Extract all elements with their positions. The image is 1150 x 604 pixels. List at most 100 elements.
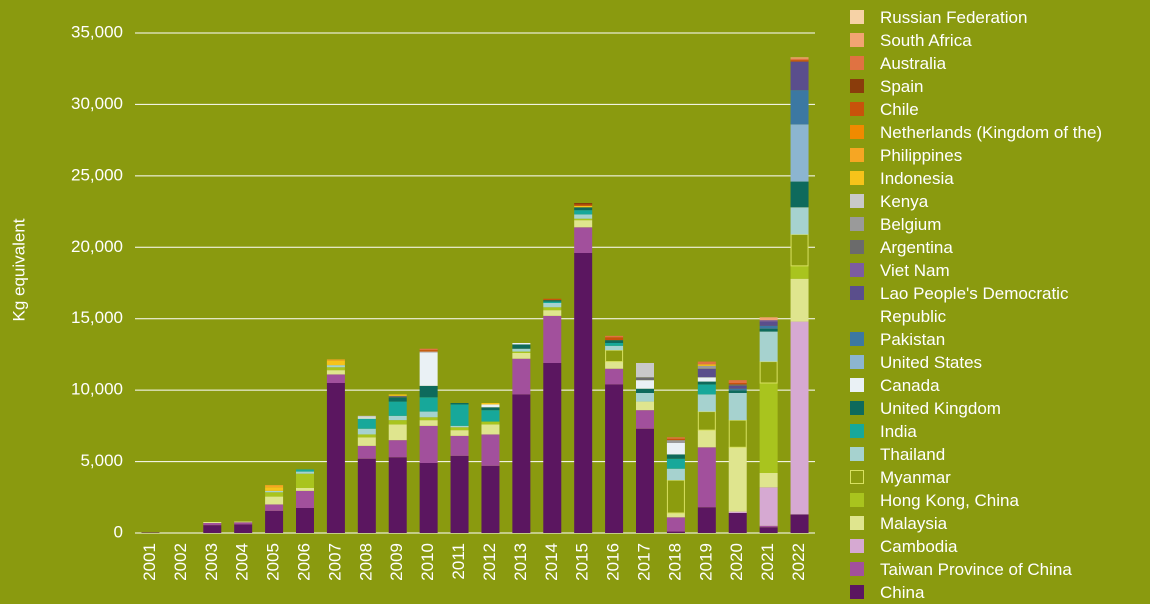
legend-swatch — [850, 332, 864, 346]
legend-item: United Kingdom — [848, 397, 1138, 420]
bar-segment — [790, 58, 809, 61]
legend-swatch — [850, 194, 864, 208]
legend-swatch — [850, 401, 864, 415]
bar-segment — [357, 415, 376, 418]
y-tick-label: 35,000 — [71, 22, 123, 41]
bar-segment — [790, 278, 809, 322]
bar-segment — [574, 205, 593, 208]
bar-segment — [728, 384, 747, 386]
bar-segment — [697, 368, 716, 378]
x-tick-label: 2010 — [418, 543, 437, 581]
bar-segment — [759, 525, 778, 528]
bar-segment — [666, 468, 685, 481]
bar-segment — [759, 527, 778, 533]
bar-segment — [512, 348, 531, 352]
bar-segment — [296, 469, 314, 472]
legend-swatch — [850, 56, 864, 70]
legend-item: Philippines — [848, 144, 1138, 167]
bar-segment — [636, 428, 654, 533]
bar-segment — [265, 496, 284, 505]
x-tick-label: 2003 — [202, 543, 221, 581]
bar-segment — [419, 420, 438, 426]
bar-segment — [388, 457, 407, 533]
bar-segment — [697, 411, 716, 431]
bar-segment — [296, 471, 314, 474]
bar-segment — [512, 344, 531, 349]
bar-segment — [636, 410, 654, 429]
legend-item: India — [848, 420, 1138, 443]
bar-segment — [543, 303, 562, 308]
legend-label: Russian Federation — [880, 8, 1028, 27]
bar-segment — [419, 348, 438, 351]
bar-segment — [790, 124, 809, 182]
x-tick-label: 2021 — [758, 543, 777, 581]
bar-segment — [728, 393, 747, 421]
legend-swatch — [850, 171, 864, 185]
bar-segment — [419, 411, 438, 418]
bar-segment — [265, 487, 284, 491]
bar-segment — [481, 404, 500, 408]
legend-swatch — [850, 79, 864, 93]
legend-label: Thailand — [880, 445, 946, 464]
bar-segment — [790, 90, 809, 125]
bar-segment — [790, 233, 809, 267]
bar-segment — [357, 428, 376, 435]
bar-segment — [512, 351, 531, 353]
legend-label: Pakistan — [880, 330, 946, 349]
bar-segment — [543, 363, 562, 533]
bar-segment — [574, 203, 593, 205]
legend-label: Lao People's Democratic Republic — [880, 284, 1069, 326]
legend-item: Chile — [848, 98, 1138, 121]
bar-segment — [543, 307, 562, 311]
bar-segment — [728, 419, 747, 448]
legend-swatch — [850, 585, 864, 599]
bar-segment — [450, 427, 469, 431]
bar-segment — [419, 463, 438, 533]
y-tick-label: 5,000 — [80, 451, 123, 470]
bar-segment — [666, 458, 685, 469]
legend-item: South Africa — [848, 29, 1138, 52]
legend-swatch — [850, 539, 864, 553]
bar-segment — [543, 301, 562, 303]
bar-segment — [388, 401, 407, 416]
legend-swatch — [850, 355, 864, 369]
bar-segment — [419, 397, 438, 412]
bar-segment — [265, 504, 284, 511]
bar-segment — [419, 353, 438, 386]
bar-segment — [636, 388, 654, 393]
legend-item: Myanmar — [848, 466, 1138, 489]
bar-segment — [666, 479, 685, 514]
legend-label: India — [880, 422, 917, 441]
bar-segment — [326, 374, 345, 383]
bar-segment — [296, 490, 314, 508]
bar-segment — [357, 437, 376, 446]
x-tick-label: 2002 — [171, 543, 190, 581]
legend-swatch — [850, 470, 864, 484]
bar-segment — [326, 383, 345, 533]
bar-segment — [790, 60, 809, 62]
bar-segment — [296, 473, 314, 488]
bar-segment — [666, 438, 685, 441]
bar-segment — [666, 531, 685, 533]
bar-segment — [574, 214, 593, 219]
bar-segment — [574, 204, 593, 206]
legend-label: United States — [880, 353, 983, 372]
bar-segment — [543, 315, 562, 363]
bar-segment — [759, 320, 778, 322]
bar-segment — [605, 368, 624, 385]
x-tick-label: 2022 — [789, 543, 808, 581]
legend-item: Netherlands (Kingdom of the) — [848, 121, 1138, 144]
bar-segment — [450, 425, 469, 428]
legend-swatch — [850, 125, 864, 139]
x-tick-label: 2019 — [696, 543, 715, 581]
legend-item: Indonesia — [848, 167, 1138, 190]
bar-segment — [203, 525, 222, 533]
legend-swatch — [850, 424, 864, 438]
legend-swatch — [850, 148, 864, 162]
legend-label: Hong Kong, China — [880, 491, 1019, 510]
bar-segment — [790, 321, 809, 515]
bar-segment — [481, 407, 500, 411]
legend-item: Russian Federation — [848, 6, 1138, 29]
chart: Kg equivalent 0 5,000 10,000 15,000 20,000 25… — [9, 22, 815, 581]
